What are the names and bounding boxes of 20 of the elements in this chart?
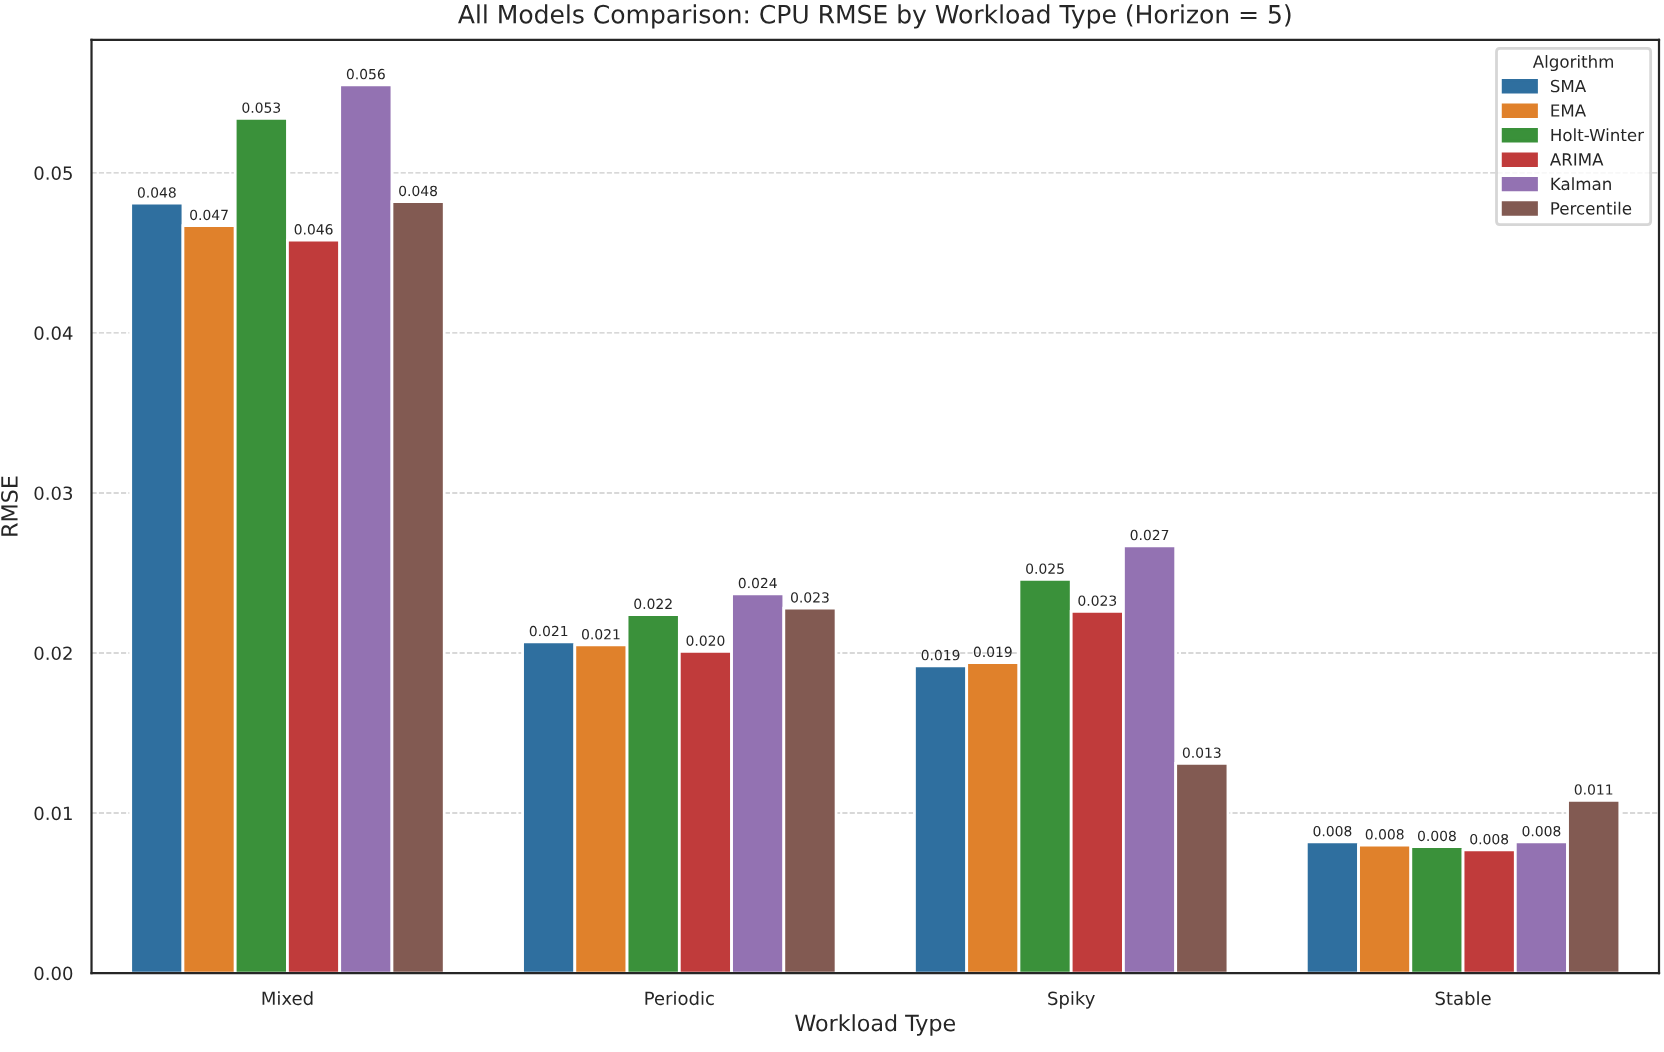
legend-label: Holt-Winter [1551, 128, 1645, 142]
legend-label: Percentile [1551, 201, 1632, 215]
y-tick-label: 0.00 [34, 966, 73, 981]
y-axis-title: RMSE [1, 476, 18, 536]
y-tick-label: 0.04 [34, 326, 73, 340]
legend-label: SMA [1550, 79, 1587, 93]
x-tick-label: Periodic [645, 991, 714, 1006]
x-tick-label: Mixed [262, 991, 313, 1006]
chart-title: All Models Comparison: CPU RMSE by Workload Type (Horizon = 5) [458, 4, 1291, 29]
legend-label: ARIMA [1549, 153, 1604, 166]
legend-label: EMA [1551, 104, 1586, 117]
y-tick-label: 0.01 [34, 806, 72, 821]
x-axis-title: Workload Type [795, 1014, 956, 1036]
legend-label: Kalman [1551, 177, 1611, 191]
legend-title: Algorithm [1532, 54, 1613, 72]
y-tick-label: 0.03 [34, 486, 73, 501]
y-tick-label: 0.02 [34, 646, 72, 661]
x-tick-label: Stable [1435, 991, 1491, 1006]
x-tick-label: Spiky [1048, 991, 1095, 1009]
y-tick-label: 0.05 [34, 166, 72, 180]
